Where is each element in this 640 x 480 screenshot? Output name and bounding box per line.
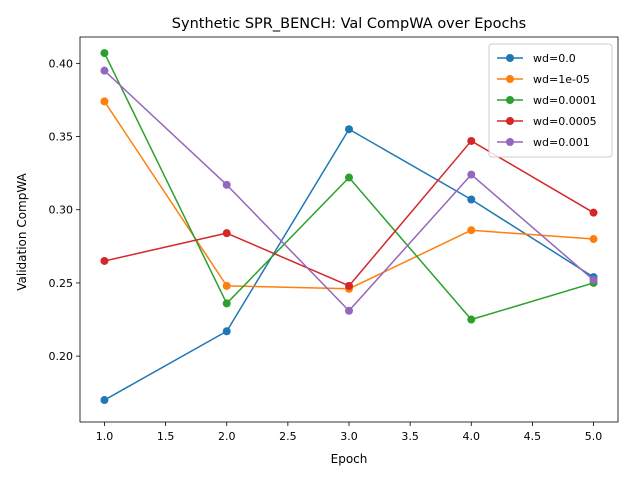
data-point — [467, 195, 476, 204]
y-axis-label: Validation CompWA — [15, 172, 29, 290]
y-tick-label: 0.20 — [49, 350, 74, 363]
legend-marker — [506, 75, 514, 83]
legend-label: wd=0.0001 — [533, 94, 597, 107]
legend-label: wd=0.001 — [533, 136, 590, 149]
data-point — [222, 299, 231, 308]
data-point — [100, 396, 109, 405]
legend-marker — [506, 96, 514, 104]
x-tick-label: 3.0 — [340, 430, 358, 443]
x-tick-label: 3.5 — [401, 430, 419, 443]
data-point — [589, 208, 598, 217]
legend-label: wd=1e-05 — [533, 73, 590, 86]
legend-box — [488, 43, 613, 158]
data-point — [100, 97, 109, 106]
chart-title: Synthetic SPR_BENCH: Val CompWA over Epo… — [172, 16, 526, 32]
y-tick-label: 0.35 — [49, 131, 74, 144]
x-tick-label: 1.0 — [96, 430, 114, 443]
legend-label: wd=0.0005 — [533, 115, 597, 128]
data-point — [589, 276, 598, 284]
data-point — [345, 125, 353, 134]
data-point — [222, 281, 231, 290]
legend-entry: wd=0.001 — [497, 136, 590, 149]
x-axis-label: Epoch — [331, 452, 368, 466]
x-tick-label: 2.5 — [279, 430, 297, 443]
data-point — [100, 66, 109, 75]
x-tick-label: 4.0 — [463, 430, 481, 443]
series-1 — [100, 125, 598, 405]
data-point — [100, 256, 109, 265]
data-point — [467, 315, 476, 324]
data-point — [345, 173, 353, 182]
axes: 1.0 1.5 2.0 2.5 3.0 3.5 4.0 4.5 5.0 0.20 0.25 0.30 0… — [49, 36, 619, 443]
data-point — [589, 235, 598, 244]
legend-entry: wd=0.0001 — [497, 94, 597, 107]
data-point — [345, 306, 353, 315]
plot-area — [100, 49, 598, 405]
data-point — [467, 226, 476, 235]
series-4 — [100, 136, 598, 290]
x-tick-label: 4.5 — [524, 430, 542, 443]
x-tick-label: 2.0 — [218, 430, 236, 443]
y-tick-label: 0.30 — [49, 204, 74, 217]
data-point — [100, 49, 109, 58]
y-tick-label: 0.25 — [49, 277, 74, 290]
x-tick-label: 5.0 — [585, 430, 603, 443]
legend-entry: wd=1e-05 — [497, 73, 590, 86]
series-5 — [100, 66, 598, 315]
data-point — [467, 170, 476, 179]
legend-marker — [506, 54, 514, 62]
data-point — [345, 281, 353, 290]
x-tick-label: 1.5 — [157, 430, 175, 443]
legend-entry: wd=0.0005 — [497, 115, 597, 128]
legend: wd=0.0 wd=1e-05 wd=0.0001 wd=0.0005 wd=0.001 — [488, 43, 613, 158]
legend-label: wd=0.0 — [533, 52, 576, 65]
data-point — [467, 136, 476, 145]
legend-marker — [506, 138, 514, 146]
data-point — [222, 180, 231, 189]
data-point — [222, 229, 231, 238]
data-point — [222, 327, 231, 336]
y-tick-label: 0.40 — [49, 57, 74, 70]
legend-entry: wd=0.0 — [497, 52, 576, 65]
legend-marker — [506, 117, 514, 125]
